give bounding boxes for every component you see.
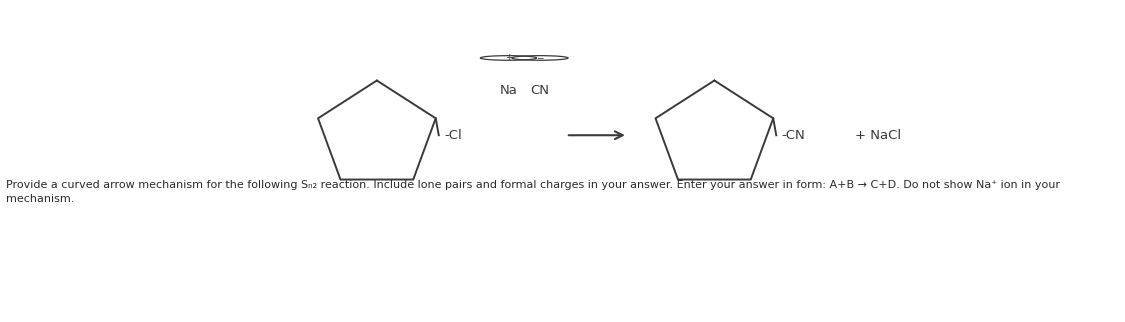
Text: Provide a curved arrow mechanism for the following Sₙ₂ reaction. Include lone pa: Provide a curved arrow mechanism for the… — [6, 180, 1060, 204]
Text: -Cl: -Cl — [444, 129, 462, 142]
Text: CN: CN — [531, 84, 549, 97]
Text: -CN: -CN — [782, 129, 806, 142]
Text: +: + — [505, 53, 512, 62]
Text: + NaCl: + NaCl — [855, 129, 901, 142]
Text: −: − — [537, 53, 543, 62]
Text: Na: Na — [500, 84, 518, 97]
